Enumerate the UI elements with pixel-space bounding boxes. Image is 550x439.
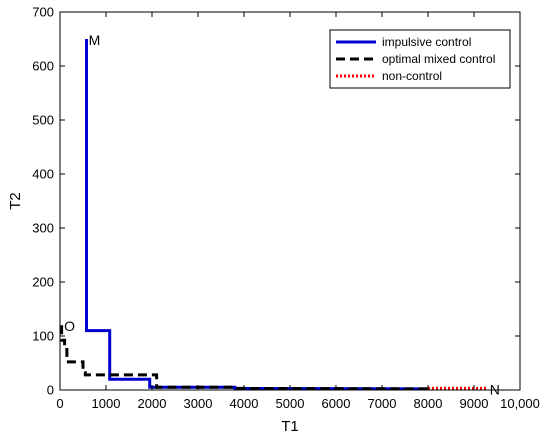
axis-layer: 0 1000 2000 3000 4000 5000 6000 7000 8000 9000 10,…: [7, 5, 540, 436]
x-tick-label-4: 4000: [230, 396, 259, 411]
x-tick-label-5: 5000: [276, 396, 305, 411]
legend-label-2: non-control: [382, 69, 442, 83]
y-tick-label-5: 500: [32, 113, 54, 128]
x-tick-label-9: 9000: [460, 396, 489, 411]
x-tick-label-7: 7000: [368, 396, 397, 411]
y-tick-label-0: 0: [47, 383, 54, 398]
x-tick-label-0: 0: [56, 396, 63, 411]
x-axis-title: T1: [281, 418, 299, 435]
x-tick-label-8: 8000: [414, 396, 443, 411]
annotation-layer: M O N: [64, 32, 500, 397]
x-tick-label-10: 10,000: [500, 396, 540, 411]
y-axis-title: T2: [7, 192, 24, 210]
annotation-m: M: [89, 32, 101, 48]
legend-label-1: optimal mixed control: [382, 52, 495, 66]
annotation-n: N: [490, 381, 500, 397]
x-tick-label-3: 3000: [184, 396, 213, 411]
y-tick-label-1: 100: [32, 329, 54, 344]
legend-label-0: impulsive control: [382, 35, 471, 49]
series-line-0: [85, 39, 429, 390]
series-line-1: [60, 325, 429, 390]
legend-box: [329, 29, 511, 89]
y-tick-label-4: 400: [32, 167, 54, 182]
y-tick-label-7: 700: [32, 5, 54, 20]
y-tick-label-2: 200: [32, 275, 54, 290]
y-tick-label-3: 300: [32, 221, 54, 236]
x-tick-label-2: 2000: [138, 396, 167, 411]
annotation-o: O: [64, 318, 75, 334]
x-tick-label-1: 1000: [92, 396, 121, 411]
legend: impulsive control optimal mixed control no…: [329, 29, 511, 89]
x-tick-label-6: 6000: [322, 396, 351, 411]
series-layer: [60, 39, 488, 390]
y-tick-label-6: 600: [32, 59, 54, 74]
